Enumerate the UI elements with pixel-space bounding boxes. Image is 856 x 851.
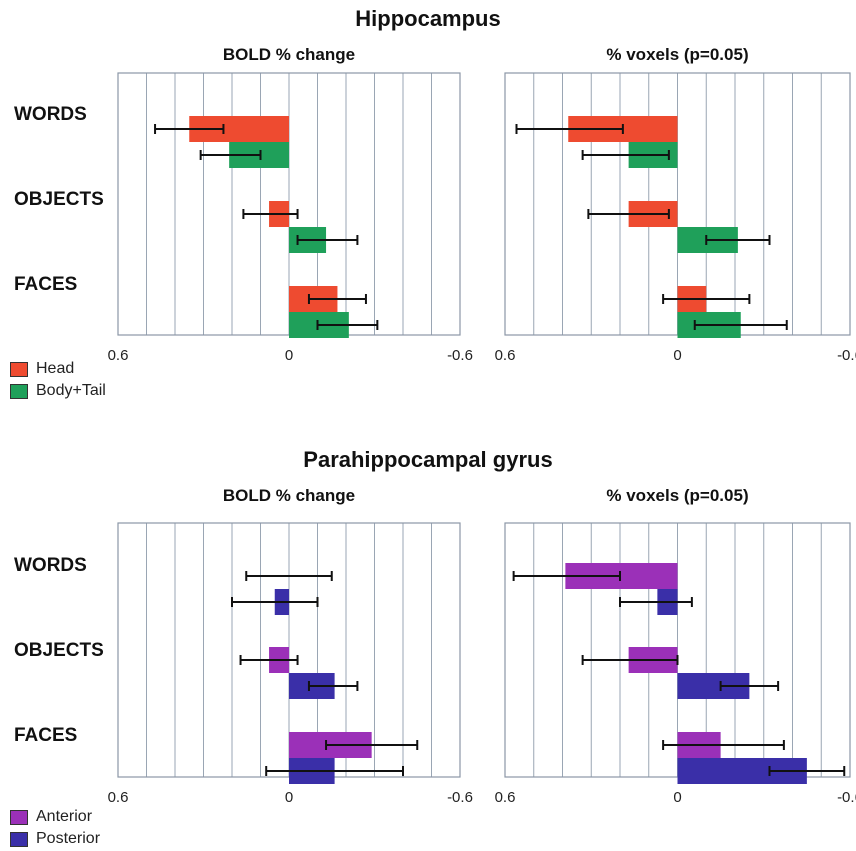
panel-title-parahippo-bold: BOLD % change (222, 486, 356, 505)
legend-label-posterior: Posterior (36, 830, 101, 847)
category-label-words: WORDS (14, 104, 87, 125)
panel-title-hippo-bold: BOLD % change (222, 45, 356, 64)
chart-panel-2: 0.6 0 -0.6 (108, 522, 473, 806)
tick-label: 0.6 (495, 347, 516, 364)
category-label-words: WORDS (14, 555, 87, 576)
legend-item-body-tail: Body+Tail (10, 380, 106, 402)
legend-swatch-body-tail (10, 383, 28, 399)
tick-label: 0 (673, 347, 681, 364)
legend-item-head: Head (10, 358, 106, 380)
legend-swatch-head (10, 361, 28, 377)
section-title-hippocampus: Hippocampus (355, 6, 501, 31)
legend-hippocampus: Head Body+Tail (10, 358, 106, 402)
legend-swatch-posterior (10, 831, 28, 847)
tick-label: 0.6 (495, 789, 516, 806)
chart-panel-0: 0.6 0 -0.6 (108, 72, 473, 364)
category-label-objects: OBJECTS (14, 640, 104, 661)
legend-swatch-anterior (10, 809, 28, 825)
tick-label: 0 (673, 789, 681, 806)
tick-label: 0 (285, 347, 293, 364)
tick-label: -0.6 (837, 789, 856, 806)
legend-label-head: Head (36, 360, 75, 377)
panel-title-hippo-voxels: % voxels (p=0.05) (606, 45, 749, 64)
chart-panel-3: 0.6 0 -0.6 (495, 522, 856, 806)
panel-title-parahippo-voxels: % voxels (p=0.05) (606, 486, 749, 505)
legend-label-body-tail: Body+Tail (36, 382, 106, 399)
category-label-faces: FACES (14, 274, 78, 295)
tick-label: 0.6 (108, 347, 129, 364)
category-label-objects: OBJECTS (14, 189, 104, 210)
chart-panel-1: 0.6 0 -0.6 (495, 72, 856, 364)
category-label-faces: FACES (14, 725, 78, 746)
tick-label: 0 (285, 789, 293, 806)
section-title-parahippocampal: Parahippocampal gyrus (303, 447, 553, 472)
tick-label: -0.6 (447, 789, 473, 806)
legend-item-posterior: Posterior (10, 828, 100, 850)
legend-parahippocampal: Anterior Posterior (10, 806, 100, 850)
tick-label: -0.6 (447, 347, 473, 364)
legend-item-anterior: Anterior (10, 806, 100, 828)
tick-label: -0.6 (837, 347, 856, 364)
legend-label-anterior: Anterior (36, 808, 93, 825)
tick-label: 0.6 (108, 789, 129, 806)
